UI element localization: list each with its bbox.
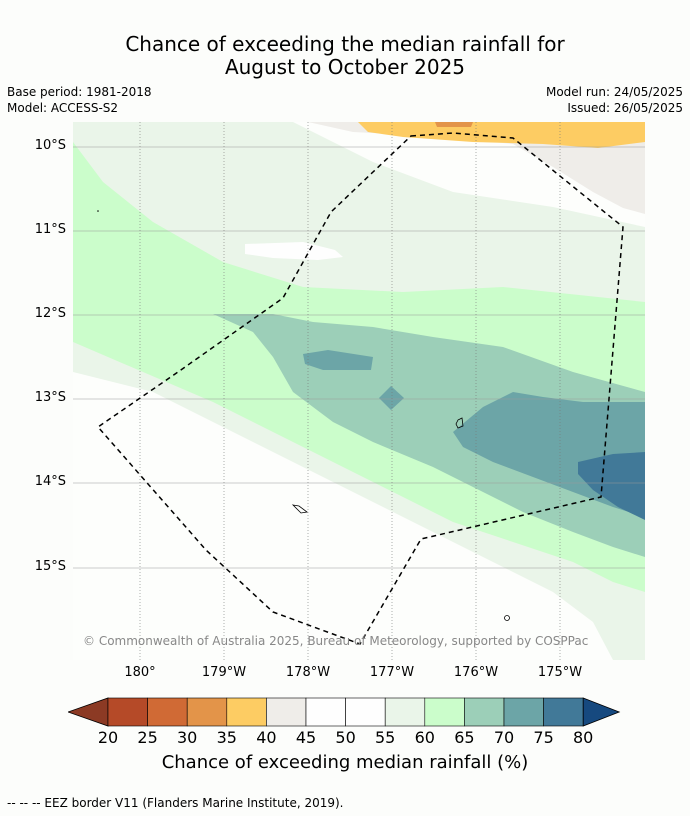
- issued-date: Issued: 26/05/2025: [567, 101, 683, 115]
- colorbar-tick-label: 60: [414, 728, 435, 747]
- colorbar-cell: [424, 697, 465, 727]
- colorbar-tick-label: 20: [97, 728, 119, 747]
- colorbar-tick-label: 75: [533, 728, 554, 747]
- colorbar-cell: [345, 697, 386, 727]
- colorbar-title: Chance of exceeding median rainfall (%): [161, 752, 529, 773]
- colorbar-cell: [503, 697, 544, 727]
- lat-label-14s: 14°S: [34, 474, 66, 489]
- base-period: Base period: 1981-2018: [7, 85, 152, 99]
- colorbar-cell: [305, 697, 346, 727]
- model-name: Model: ACCESS-S2: [7, 101, 119, 115]
- colorbar-tick-label: 25: [137, 728, 158, 747]
- lat-label-13s: 13°S: [34, 390, 66, 405]
- eez-border: [96, 132, 624, 645]
- colorbar-tick-label: 35: [216, 728, 237, 747]
- lon-label-178w: 178°W: [285, 665, 331, 680]
- colorbar-tick-label: 55: [375, 728, 396, 747]
- island-a: [455, 417, 464, 429]
- colorbar-tick-label: 30: [177, 728, 198, 747]
- lat-label-12s: 12°S: [34, 306, 66, 321]
- contour-75-80: [578, 452, 645, 520]
- colorbar-tick-label: 40: [256, 728, 277, 747]
- contour-30-35: [435, 122, 473, 127]
- island-d: [97, 210, 99, 212]
- lon-label-176w: 176°W: [453, 665, 499, 680]
- graticule: [73, 146, 645, 569]
- colorbar-tick-label: 65: [454, 728, 475, 747]
- colorbar-cell: [147, 697, 188, 727]
- chart-title-line2: August to October 2025: [224, 55, 466, 79]
- contour-70-75-small-a: [303, 350, 373, 370]
- rainfall-map: © Commonwealth of Australia 2025, Bureau…: [73, 122, 645, 660]
- colorbar-cell: [464, 697, 505, 727]
- colorbar: [68, 697, 621, 727]
- colorbar-extend-low: [68, 697, 109, 727]
- chart-title-line1: Chance of exceeding the median rainfall …: [125, 32, 565, 56]
- colorbar-tick-label: 50: [335, 728, 356, 747]
- model-run: Model run: 24/05/2025: [545, 85, 683, 99]
- lon-label-177w: 177°W: [369, 665, 415, 680]
- colorbar-cell: [107, 697, 148, 727]
- lat-label-11s: 11°S: [34, 222, 66, 237]
- lon-label-179w: 179°W: [201, 665, 247, 680]
- colorbar-cell: [186, 697, 228, 727]
- colorbar-cell: [266, 697, 307, 727]
- colorbar-tick-label: 70: [493, 728, 515, 747]
- colorbar-cell: [226, 697, 267, 727]
- lat-label-10s: 10°S: [34, 138, 66, 153]
- contour-65-70: [213, 314, 645, 557]
- colorbar-cell: [384, 697, 426, 727]
- island-b: [291, 504, 308, 514]
- colorbar-tick-label: 80: [573, 728, 594, 747]
- lon-label-180: 180°: [124, 665, 156, 680]
- contour-70-75-small-b: [379, 386, 404, 410]
- eez-legend-note: -- -- -- EEZ border V11 (Flanders Marine…: [7, 796, 344, 810]
- map-copyright: © Commonwealth of Australia 2025, Bureau…: [83, 634, 588, 648]
- colorbar-extend-high: [582, 697, 621, 727]
- colorbar-tick-label: 45: [295, 728, 317, 747]
- lat-label-15s: 15°S: [34, 559, 66, 574]
- lon-label-175w: 175°W: [537, 665, 583, 680]
- contour-50-55-patch: [245, 242, 343, 260]
- colorbar-cell: [543, 697, 584, 727]
- contour-35-40: [358, 122, 645, 148]
- island-c: [504, 615, 510, 621]
